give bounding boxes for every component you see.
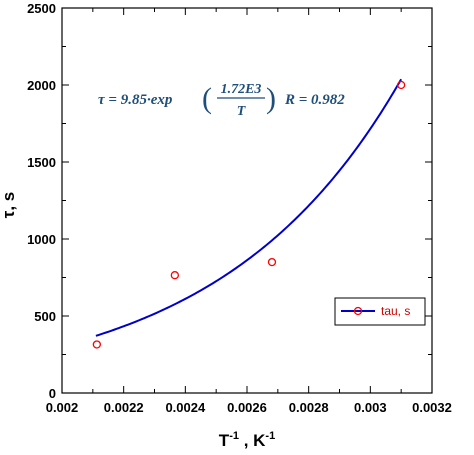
equation-r-value: R = 0.982 — [284, 92, 345, 108]
y-tick-label: 1500 — [27, 155, 56, 170]
x-axis-title: T-1 , K-1 — [219, 430, 275, 450]
data-point — [92, 340, 101, 349]
x-tick-label: 0.002 — [46, 400, 79, 415]
equation-numerator: 1.72E3 — [221, 82, 262, 97]
equation-prefix: τ = 9.85·exp — [98, 92, 173, 108]
y-tick-label: 1000 — [27, 232, 56, 247]
legend-label: tau, s — [381, 304, 410, 318]
legend: tau, s — [334, 297, 426, 326]
x-tick-label: 0.0028 — [289, 400, 329, 415]
fit-curve-layer — [95, 78, 403, 337]
x-tick-label: 0.0032 — [412, 400, 452, 415]
plot-frame — [61, 7, 433, 394]
y-tick-label: 0 — [49, 386, 56, 401]
legend-marker-swatch — [353, 306, 363, 316]
data-point — [170, 271, 180, 280]
x-tick-label: 0.0022 — [104, 400, 144, 415]
fit-equation: τ = 9.85·exp ( 1.72E3 T ) R = 0.982 — [98, 82, 345, 119]
fit-curve — [95, 78, 403, 337]
y-tick-label: 2500 — [27, 1, 56, 16]
x-tick-label: 0.0026 — [227, 400, 267, 415]
data-points-layer — [92, 80, 406, 349]
y-axis-title: τ, s — [0, 192, 18, 219]
right-paren: ) — [266, 82, 276, 115]
data-point — [397, 80, 406, 90]
x-tick-label: 0.0024 — [165, 400, 206, 415]
axis-ticks: 0.002 0.0022 0.0024 0.0026 0.0028 0.003 0.0032… — [27, 1, 452, 415]
equation-denominator: T — [237, 104, 247, 119]
data-point — [267, 257, 277, 267]
left-paren: ( — [202, 82, 212, 115]
y-tick-label: 500 — [34, 309, 56, 324]
y-tick-label: 2000 — [27, 78, 56, 93]
x-tick-label: 0.003 — [354, 400, 387, 415]
